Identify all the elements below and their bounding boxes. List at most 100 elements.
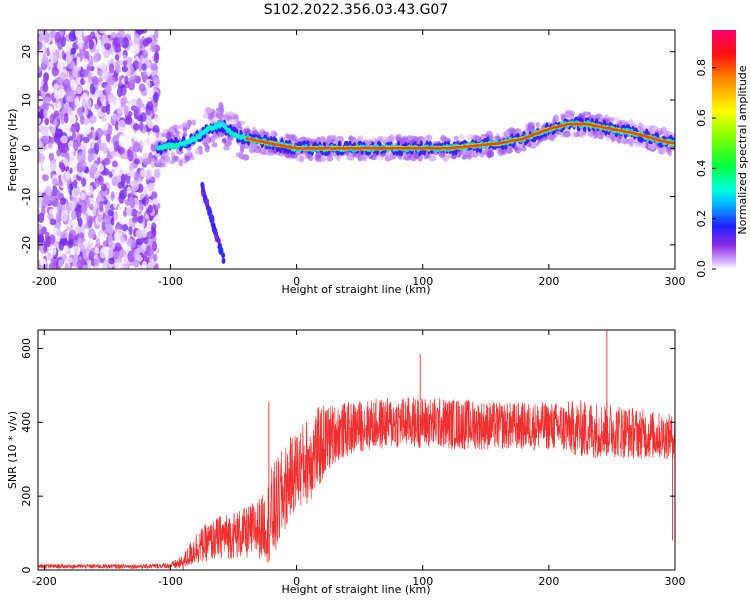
noise-cell xyxy=(76,151,85,163)
noise-cell xyxy=(153,52,159,64)
noise-cell xyxy=(140,243,146,254)
snr-panel: -200 -100 0 100 200 300 0 200 400 600 Height of s… xyxy=(6,329,686,596)
noise-cell xyxy=(139,112,147,123)
noise-cell xyxy=(145,108,151,116)
noise-cell xyxy=(115,42,121,53)
noise-cell xyxy=(131,240,136,248)
noise-cell xyxy=(103,49,110,59)
noise-cell xyxy=(70,90,75,101)
noise-cell xyxy=(94,180,101,188)
noise-cell xyxy=(41,126,49,138)
noise-cell xyxy=(91,129,96,142)
halo-cell xyxy=(413,152,420,160)
noise-cell xyxy=(79,160,87,171)
halo-cell xyxy=(614,116,621,125)
noise-cell xyxy=(120,173,126,185)
noise-cell xyxy=(61,141,69,154)
halo-cell xyxy=(648,129,655,134)
noise-cell xyxy=(59,231,68,239)
noise-cell xyxy=(76,259,84,269)
noise-cell xyxy=(116,86,123,98)
noise-cell xyxy=(97,163,104,173)
noise-cell xyxy=(38,242,45,251)
noise-cell xyxy=(61,36,66,47)
noise-cell xyxy=(137,215,144,224)
noise-cell xyxy=(141,228,148,239)
noise-cell xyxy=(67,248,72,256)
noise-cell xyxy=(69,114,77,125)
noise-cell xyxy=(115,229,123,237)
noise-cell xyxy=(147,182,155,192)
noise-cell xyxy=(99,232,105,243)
x-tick-label: 0 xyxy=(293,575,300,588)
halo-cell xyxy=(667,149,673,157)
noise-cell xyxy=(59,197,67,206)
halo-cell xyxy=(637,125,642,131)
noise-cell xyxy=(80,77,85,85)
noise-cell xyxy=(82,35,89,42)
noise-cell xyxy=(38,184,45,192)
noise-cell xyxy=(152,241,158,252)
halo-cell xyxy=(251,144,258,151)
ridge-cell xyxy=(163,145,168,149)
noise-cell xyxy=(80,204,87,214)
noise-cell xyxy=(133,131,138,142)
noise-cell xyxy=(139,54,144,64)
y-tick-label: 600 xyxy=(20,338,33,359)
noise-cell xyxy=(133,33,141,45)
halo-cell xyxy=(167,131,174,137)
noise-cell xyxy=(56,168,61,178)
noise-cell xyxy=(88,59,93,68)
noise-cell xyxy=(136,98,143,109)
noise-cell xyxy=(105,193,111,200)
noise-cell xyxy=(108,63,115,74)
noise-cell xyxy=(80,192,86,201)
noise-cell xyxy=(79,244,86,253)
noise-cell xyxy=(43,109,48,118)
noise-cell xyxy=(99,200,104,213)
halo-cell xyxy=(175,130,180,135)
noise-cell xyxy=(51,245,57,256)
halo-cell xyxy=(610,117,616,122)
noise-cell xyxy=(38,111,45,119)
noise-cell xyxy=(69,200,77,210)
halo-cell xyxy=(186,150,192,157)
noise-cell xyxy=(102,123,109,131)
noise-cell xyxy=(72,141,78,150)
noise-cell xyxy=(88,39,95,50)
noise-cell xyxy=(40,135,49,145)
noise-cell xyxy=(118,249,127,258)
y-tick-label: -10 xyxy=(20,188,33,206)
x-tick-label: -100 xyxy=(158,575,183,588)
noise-cell xyxy=(49,218,57,226)
noise-cell xyxy=(105,133,111,143)
noise-cell xyxy=(116,107,124,114)
noise-cell xyxy=(75,77,82,86)
noise-cell xyxy=(73,252,78,264)
halo-cell xyxy=(348,134,354,141)
noise-cell xyxy=(93,77,99,86)
noise-cell xyxy=(58,259,64,268)
noise-cell xyxy=(153,77,160,87)
noise-cell xyxy=(38,41,43,50)
noise-cell xyxy=(135,238,144,246)
noise-cell xyxy=(153,168,161,179)
noise-cell xyxy=(91,94,97,102)
noise-cell xyxy=(48,43,57,54)
noise-cell xyxy=(112,197,118,209)
noise-cell xyxy=(49,234,56,245)
halo-cell xyxy=(487,150,495,158)
noise-cell xyxy=(95,237,101,250)
halo-cell xyxy=(521,146,527,152)
colorbar-label: Normalized spectral amplitude xyxy=(736,65,749,234)
halo-cell xyxy=(620,137,627,145)
noise-cell xyxy=(120,138,128,147)
noise-cell xyxy=(101,183,107,192)
noise-cell xyxy=(63,78,70,88)
snr-marks xyxy=(38,330,675,570)
halo-cell xyxy=(156,159,161,165)
colorbar-tick-label: 0.8 xyxy=(695,59,708,77)
noise-cell xyxy=(50,30,57,38)
ridge-cell xyxy=(201,131,206,134)
colorbar-tick-label: 0.4 xyxy=(695,160,708,178)
